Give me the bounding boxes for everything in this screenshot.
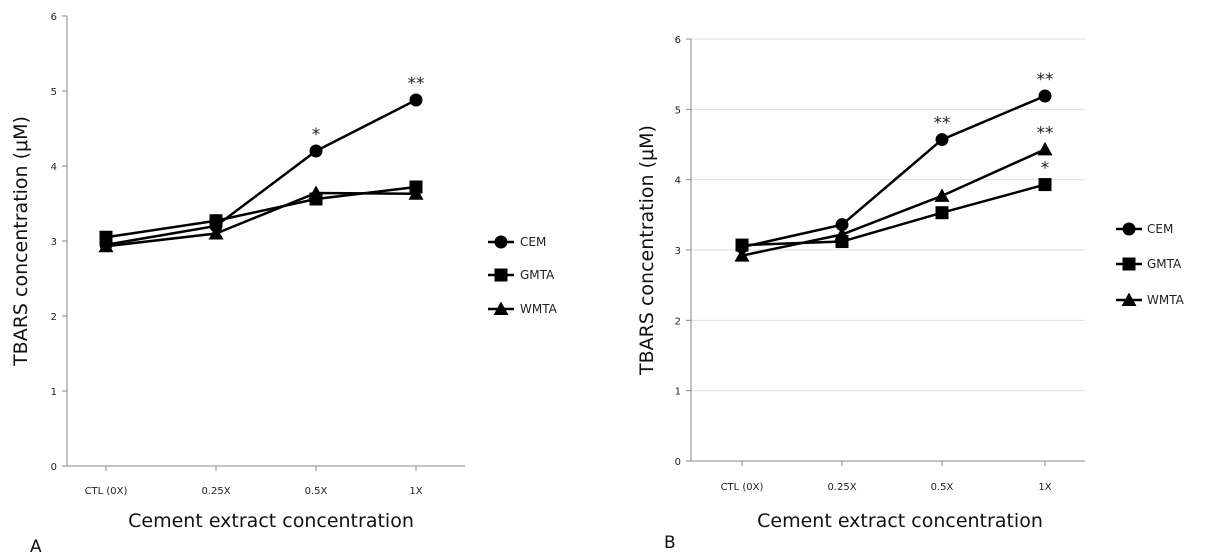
data-point-cem (935, 133, 949, 147)
legend-label: GMTA (1147, 257, 1182, 271)
legend-label: WMTA (1147, 293, 1185, 307)
data-point-wmta (98, 238, 114, 253)
data-point-gmta (1038, 178, 1052, 192)
y-tick-label: 5 (51, 87, 57, 98)
x-tick-label: 0.25X (201, 486, 230, 497)
legend-marker (494, 268, 508, 282)
x-tick-label: 1X (409, 486, 422, 497)
data-point-wmta (208, 226, 224, 240)
data-point-wmta (408, 186, 424, 200)
series-line-wmta (741, 148, 1046, 257)
data-point-gmta (735, 238, 749, 252)
x-axis-title: Cement extract concentration (757, 510, 1043, 532)
x-tick-label: 0.5X (305, 486, 328, 497)
significance-annotation: ** (1037, 123, 1054, 143)
data-point-cem (409, 93, 423, 107)
y-tick-label: 2 (675, 316, 681, 327)
x-tick-label: CTL (0X) (85, 486, 128, 497)
y-tick-label: 3 (675, 246, 681, 257)
x-tick-label: 0.5X (931, 482, 954, 493)
data-point-wmta (1037, 141, 1053, 156)
data-point-cem (309, 144, 323, 158)
y-tick-label: 2 (51, 312, 57, 323)
data-point-wmta (934, 188, 950, 202)
legend-label: WMTA (520, 302, 558, 316)
series-line-cem (741, 94, 1046, 249)
y-tick-label: 4 (675, 176, 681, 187)
legend-label: GMTA (520, 268, 555, 282)
legend-label: CEM (1147, 222, 1173, 236)
data-point-wmta (308, 185, 324, 199)
legend-marker (1122, 222, 1136, 236)
series-line-cem (105, 98, 417, 246)
series-line-gmta (741, 183, 1046, 247)
legend-entry-gmta: GMTA (488, 268, 555, 282)
legend-marker (1121, 292, 1137, 306)
legend-entry-wmta: WMTA (488, 301, 558, 316)
legend-entry-cem: CEM (1116, 222, 1173, 236)
significance-annotation: ** (934, 114, 951, 134)
significance-annotation: ** (1037, 70, 1054, 90)
series-line-wmta (105, 191, 417, 248)
y-axis-title: TBARS concentration (μM) (636, 125, 658, 376)
legend-entry-cem: CEM (488, 235, 546, 249)
x-tick-label: CTL (0X) (721, 482, 764, 493)
legend-marker (494, 235, 508, 249)
data-point-gmta (935, 206, 949, 220)
y-tick-label: 3 (51, 237, 57, 248)
legend-label: CEM (520, 235, 546, 249)
y-tick-label: 0 (675, 457, 681, 468)
data-point-gmta (99, 230, 113, 244)
y-tick-label: 0 (51, 462, 57, 473)
panel-label: B (664, 533, 676, 553)
legend-marker (493, 301, 509, 315)
y-tick-label: 5 (675, 105, 681, 116)
legend-marker (1122, 257, 1136, 271)
legend-entry-gmta: GMTA (1116, 257, 1182, 271)
y-axis-title: TBARS concentration (μM) (10, 116, 32, 367)
y-tick-label: 6 (675, 35, 681, 46)
y-tick-label: 1 (675, 387, 681, 398)
significance-annotation: * (312, 125, 321, 145)
data-point-gmta (209, 214, 223, 228)
data-point-wmta (734, 248, 750, 262)
data-point-cem (835, 218, 849, 232)
panel-label: A (30, 537, 42, 554)
x-axis-title: Cement extract concentration (128, 510, 414, 532)
data-point-cem (1038, 89, 1052, 103)
data-point-wmta (834, 227, 850, 241)
y-tick-label: 1 (51, 387, 57, 398)
x-tick-label: 0.25X (827, 482, 856, 493)
y-tick-label: 6 (51, 12, 57, 23)
significance-annotation: * (1041, 159, 1050, 179)
significance-annotation: ** (408, 74, 425, 94)
x-tick-label: 1X (1038, 482, 1051, 493)
y-tick-label: 4 (51, 162, 57, 173)
legend-entry-wmta: WMTA (1116, 292, 1185, 307)
